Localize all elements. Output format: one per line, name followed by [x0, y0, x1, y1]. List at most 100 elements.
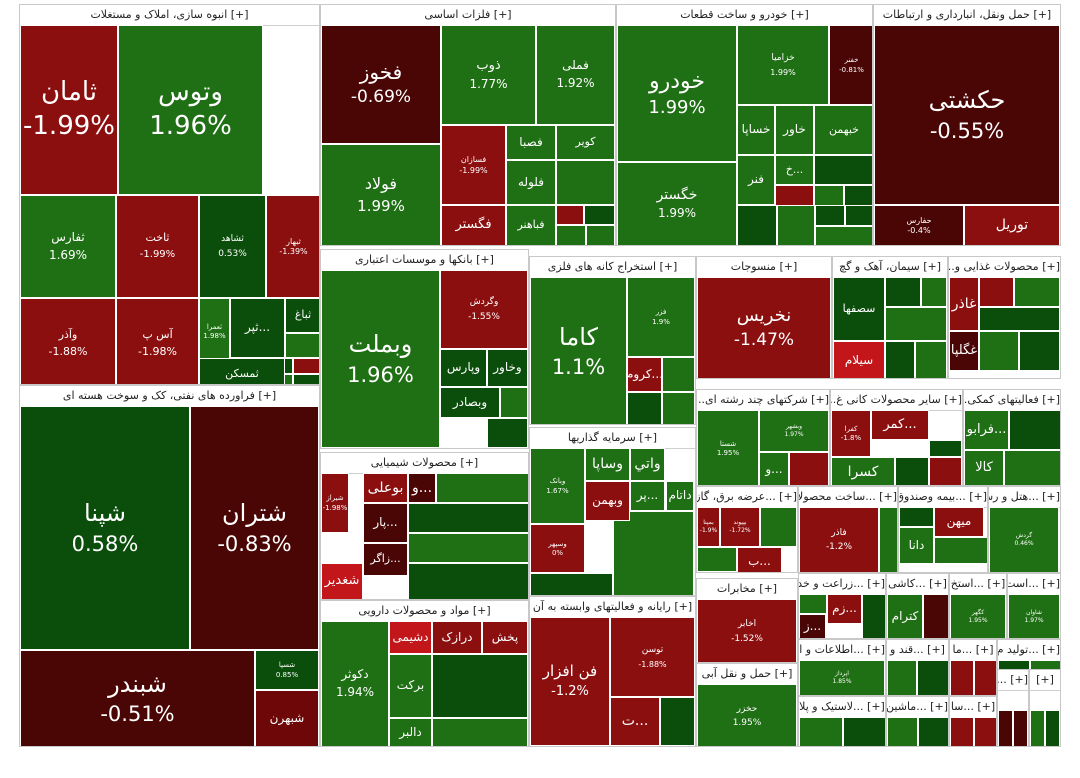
stock-tile[interactable]: وساپا: [585, 448, 630, 481]
stock-tile[interactable]: آس پ -1.98%: [116, 298, 199, 384]
stock-tile[interactable]: وگردش -1.55%: [440, 270, 528, 349]
sector-title[interactable]: [+] ...استخ: [950, 574, 1006, 595]
stock-tile[interactable]: ...پار: [363, 503, 408, 543]
stock-tile[interactable]: فزر 1.9%: [627, 277, 695, 357]
stock-tile-small[interactable]: [1019, 331, 1060, 371]
stock-tile[interactable]: کفرا -1.8%: [831, 410, 871, 457]
stock-tile[interactable]: شیراز -1.98%: [321, 473, 349, 533]
sector-24[interactable]: [+] ...کاشی کترام: [886, 573, 949, 639]
sector-title[interactable]: [+] ...بیمه وصندوق: [899, 487, 987, 508]
sector-6[interactable]: [+] بانکها و موسسات اعتباری وبملت 1.96% وگر…: [320, 249, 529, 449]
stock-tile[interactable]: کاما 1.1%: [530, 277, 627, 424]
stock-tile[interactable]: ثشاهد 0.53%: [199, 195, 266, 298]
sector-title[interactable]: [+] ...زراعت و خد: [799, 574, 885, 595]
stock-tile-small[interactable]: [974, 660, 996, 695]
stock-tile[interactable]: حخزر 1.95%: [697, 684, 797, 746]
sector-15[interactable]: [+] سرمایه گذاریها وبانک 1.67% وساپا واتي وبه…: [529, 427, 696, 596]
sector-title[interactable]: [+] منسوجات: [697, 257, 831, 278]
stock-tile[interactable]: ثفارس 1.69%: [20, 195, 116, 298]
stock-tile[interactable]: فلوله: [506, 160, 556, 205]
sector-2[interactable]: [+] فلزات اساسی فخوز -0.69% ذوب 1.77% فملی 1.9…: [320, 4, 616, 246]
stock-tile[interactable]: خفنر -0.81%: [829, 25, 872, 105]
stock-tile[interactable]: خگستر 1.99%: [617, 162, 737, 245]
sector-31[interactable]: [+] حمل و نقل آبی حخزر 1.95%: [696, 663, 798, 747]
sector-title[interactable]: [+] انبوه سازی، املاک و مستغلات: [20, 5, 319, 26]
stock-tile[interactable]: ...و: [759, 452, 789, 485]
stock-tile[interactable]: پخش: [482, 621, 528, 654]
sector-title[interactable]: [+] فعالیتهای کمکی...: [964, 390, 1060, 411]
stock-tile[interactable]: فاذر -1.2%: [799, 507, 879, 572]
stock-tile[interactable]: فسازان -1.99%: [441, 125, 506, 205]
stock-tile-small[interactable]: [789, 452, 829, 485]
stock-tile[interactable]: سیلام: [833, 341, 885, 378]
sector-title[interactable]: [+] ...هتل و رس: [989, 487, 1060, 508]
sector-title[interactable]: [+] ...سا: [950, 697, 996, 718]
stock-tile[interactable]: شسپا 0.85%: [255, 650, 319, 690]
sector-14[interactable]: [+] محصولات شیمیایی شیراز -1.98% بوعلی ...و.…: [320, 452, 529, 600]
stock-tile-small[interactable]: [660, 697, 695, 746]
stock-tile[interactable]: غاذر: [949, 277, 979, 331]
stock-tile[interactable]: ثعمرا 1.98%: [199, 298, 230, 365]
stock-tile-small[interactable]: [815, 205, 845, 226]
stock-tile[interactable]: شبهرن: [255, 690, 319, 746]
stock-tile[interactable]: ...خ: [775, 155, 814, 185]
sector-29[interactable]: [+] ...ما: [949, 639, 997, 696]
stock-tile[interactable]: دالبر: [389, 718, 432, 746]
stock-tile-small[interactable]: [885, 307, 947, 341]
sector-17[interactable]: [+] رایانه و فعالیتهای وابسته به آن فن اف…: [529, 596, 696, 747]
stock-tile-small[interactable]: [775, 185, 814, 206]
stock-tile[interactable]: ...فرابو: [964, 410, 1009, 450]
stock-tile[interactable]: خبهمن: [814, 105, 872, 155]
stock-tile[interactable]: فملی 1.92%: [536, 25, 615, 125]
sector-title[interactable]: [+] سایر محصولات کانی غ...: [831, 390, 962, 411]
stock-tile[interactable]: فنر: [737, 155, 775, 205]
stock-tile-small[interactable]: [293, 374, 319, 384]
sector-27[interactable]: [+] ...اطلاعات و ار اپرداز 1.85%: [798, 639, 886, 696]
sector-title[interactable]: [+] رایانه و فعالیتهای وابسته به آن: [530, 597, 695, 618]
stock-tile-small[interactable]: [760, 507, 797, 547]
sector-title[interactable]: [+] خودرو و ساخت قطعات: [617, 5, 872, 26]
stock-tile[interactable]: خودرو 1.99%: [617, 25, 737, 162]
sector-35[interactable]: [+] ...: [997, 669, 1029, 747]
stock-tile[interactable]: ثبهار -1.39%: [266, 195, 319, 298]
stock-tile-small[interactable]: [915, 341, 947, 378]
stock-tile[interactable]: دانا: [899, 527, 934, 564]
stock-tile-small[interactable]: [436, 473, 528, 503]
stock-tile[interactable]: ثمسکن: [199, 358, 285, 384]
sector-26[interactable]: [+] ...است شاوان 1.97%: [1007, 573, 1061, 639]
stock-tile-small[interactable]: [613, 511, 694, 595]
sector-title[interactable]: [+] محصولات شیمیایی: [321, 453, 528, 474]
stock-tile-small[interactable]: [1045, 710, 1060, 746]
stock-tile-small[interactable]: [934, 537, 987, 564]
stock-tile[interactable]: وبهمن: [585, 481, 630, 521]
stock-tile[interactable]: وآذر -1.88%: [20, 298, 116, 384]
stock-tile[interactable]: کگهر 1.95%: [950, 594, 1006, 638]
stock-tile-small[interactable]: [500, 387, 528, 418]
stock-tile[interactable]: ...کمر: [871, 410, 929, 440]
sector-title[interactable]: [+] ...ماشین: [887, 697, 948, 718]
stock-tile[interactable]: کالا: [964, 450, 1004, 485]
sector-1[interactable]: [+] انبوه سازی، املاک و مستغلات ثامان -1.9…: [19, 4, 320, 385]
stock-tile[interactable]: ثباغ: [285, 298, 319, 333]
stock-tile[interactable]: خزامیا 1.99%: [737, 25, 829, 105]
stock-tile[interactable]: ...ثپر: [230, 298, 285, 358]
stock-tile[interactable]: کویر: [556, 125, 615, 160]
stock-tile[interactable]: وپارس: [440, 349, 487, 387]
sector-title[interactable]: [+] ...قند و: [887, 640, 948, 661]
sector-11[interactable]: [+] شرکتهای چند رشته ای... شستا 1.95% وبشهر…: [696, 389, 830, 486]
sector-22[interactable]: [+] مخابرات اخابر -1.52%: [696, 578, 798, 663]
stock-tile[interactable]: شستا 1.95%: [697, 410, 759, 485]
stock-tile[interactable]: شغدیر: [321, 563, 363, 599]
stock-tile[interactable]: کسرا: [831, 457, 895, 485]
stock-tile-small[interactable]: [586, 225, 615, 245]
stock-tile-small[interactable]: [487, 418, 528, 448]
stock-tile-small[interactable]: [285, 333, 319, 358]
stock-tile-small[interactable]: [899, 507, 934, 527]
sector-7[interactable]: [+] استخراج کانه های فلزی کاما 1.1% فزر 1.9%…: [529, 256, 696, 425]
sector-title[interactable]: [+] استخراج کانه های فلزی: [530, 257, 695, 278]
stock-tile[interactable]: ...زم: [827, 594, 862, 624]
stock-tile[interactable]: دکوثر 1.94%: [321, 621, 389, 746]
stock-tile[interactable]: ...پر: [630, 481, 665, 511]
stock-tile-small[interactable]: [815, 226, 872, 245]
sector-title[interactable]: [+] ...است: [1008, 574, 1060, 595]
